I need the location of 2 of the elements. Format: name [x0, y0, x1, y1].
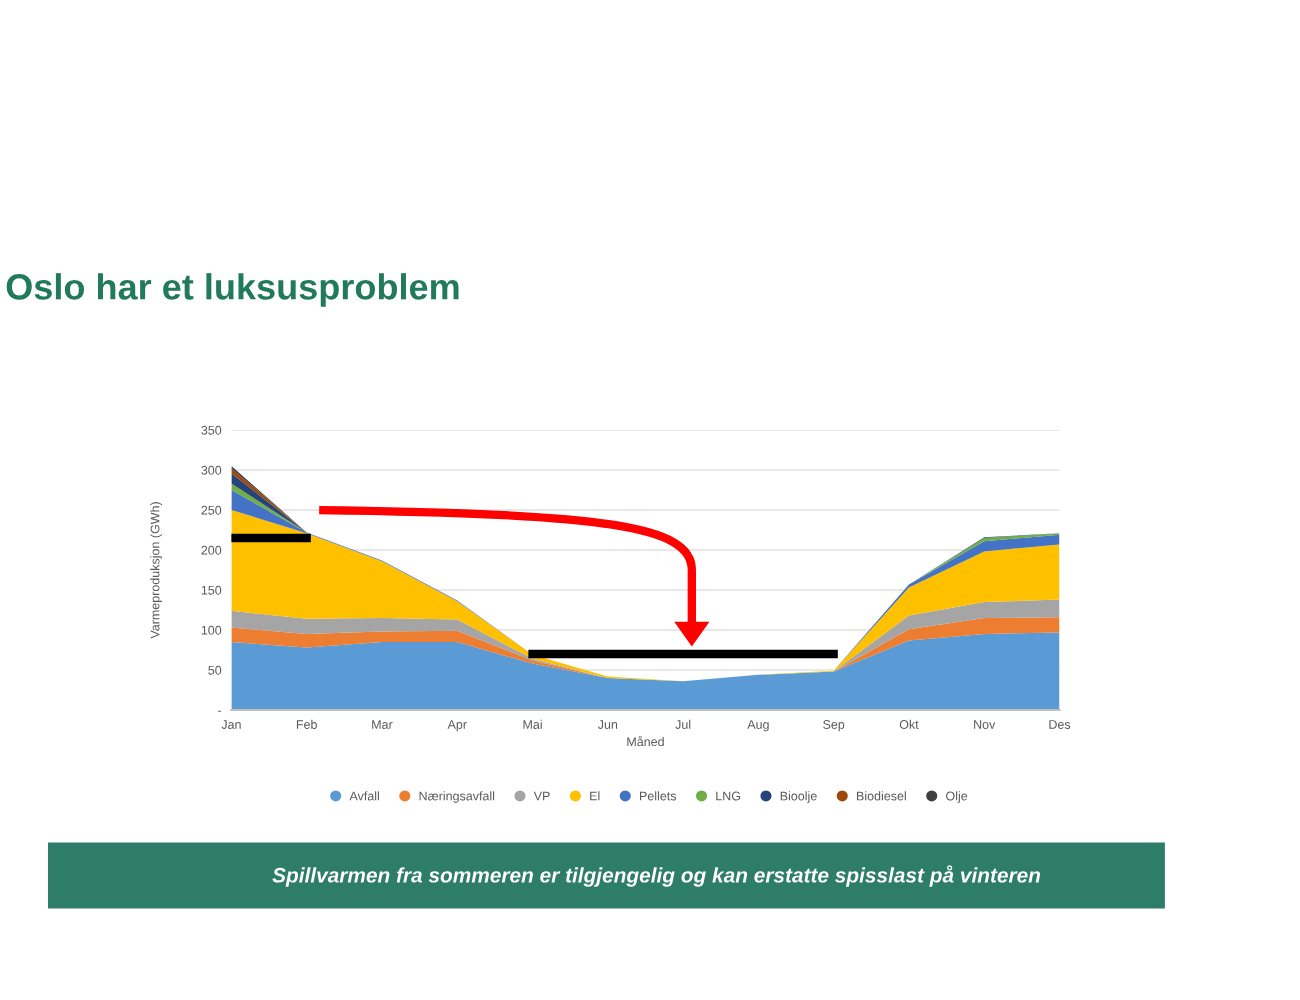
text: Spillvarmen fra sommeren er tilgjengelig og kan erstatte spisslast på vinteren [272, 865, 1041, 887]
chart-title: Oslo har et luksusproblem [6, 273, 459, 307]
